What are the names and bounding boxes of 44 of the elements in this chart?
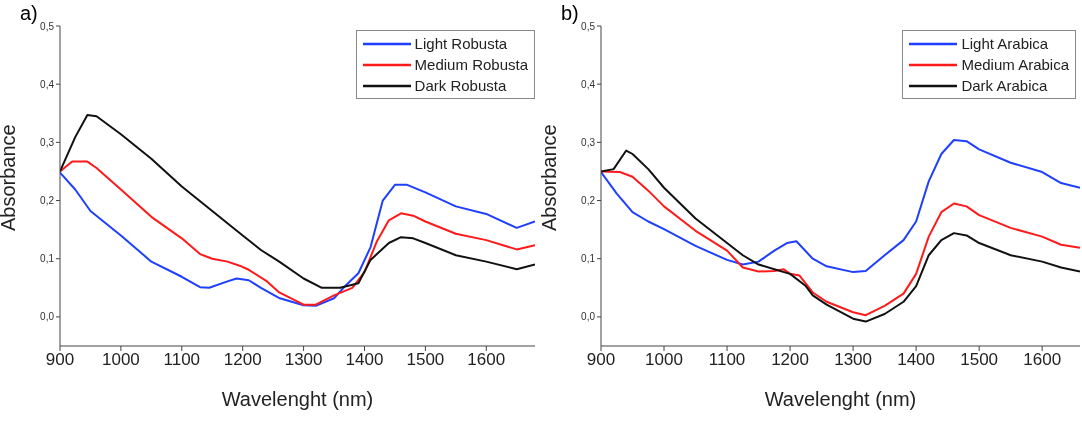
x-tick-label: 1200 <box>771 350 809 370</box>
x-tick-label: 1600 <box>1023 350 1062 370</box>
x-tick-label: 1000 <box>645 350 683 370</box>
x-tick-label: 1600 <box>467 350 506 370</box>
chart-title: a) <box>20 2 38 25</box>
legend-label: Light Robusta <box>414 34 508 54</box>
line-series <box>601 170 1080 317</box>
x-tick-label: 1100 <box>163 350 201 370</box>
x-tick-label: 1000 <box>101 350 140 370</box>
chart-title: b) <box>561 2 579 25</box>
legend-label: Medium Robusta <box>414 55 528 75</box>
y-tick-label: 0,3 <box>40 136 55 148</box>
y-tick-label: 0,0 <box>581 311 596 323</box>
y-axis-title: Absorbance <box>0 124 20 231</box>
x-tick-label: 1500 <box>960 350 999 370</box>
y-tick-label: 0,5 <box>581 20 596 32</box>
y-tick-label: 0,5 <box>40 20 55 32</box>
y-tick-label: 0,4 <box>581 78 596 90</box>
x-tick-label: 1200 <box>223 350 262 370</box>
legend-label: Light Arabica <box>961 34 1049 54</box>
y-tick-label: 0,3 <box>581 136 596 148</box>
y-tick-label: 0,2 <box>40 195 55 207</box>
x-tick-label: 1100 <box>708 350 746 370</box>
legend-label: Dark Arabica <box>961 76 1048 96</box>
y-tick-label: 0,1 <box>581 253 596 265</box>
x-tick-label: 1400 <box>897 350 936 370</box>
x-tick-label: 1400 <box>345 350 384 370</box>
x-tick-label: 1500 <box>406 350 445 370</box>
y-tick-label: 0,0 <box>40 311 55 323</box>
line-series <box>601 149 1080 323</box>
y-axis-title: Absorbance <box>538 124 561 231</box>
legend-label: Medium Arabica <box>961 55 1069 75</box>
line-series <box>60 114 535 289</box>
y-tick-label: 0,1 <box>40 253 55 265</box>
x-tick-label: 1300 <box>834 350 873 370</box>
x-tick-label: 900 <box>586 350 616 370</box>
line-series <box>601 139 1080 274</box>
x-axis-title: Wavelenght (nm) <box>764 388 917 410</box>
y-tick-label: 0,4 <box>40 78 55 90</box>
x-axis-title: Wavelenght (nm) <box>221 388 374 410</box>
x-tick-label: 1300 <box>284 350 323 370</box>
y-tick-label: 0,2 <box>581 195 596 207</box>
legend-label: Dark Robusta <box>414 76 507 96</box>
x-tick-label: 900 <box>45 350 75 370</box>
